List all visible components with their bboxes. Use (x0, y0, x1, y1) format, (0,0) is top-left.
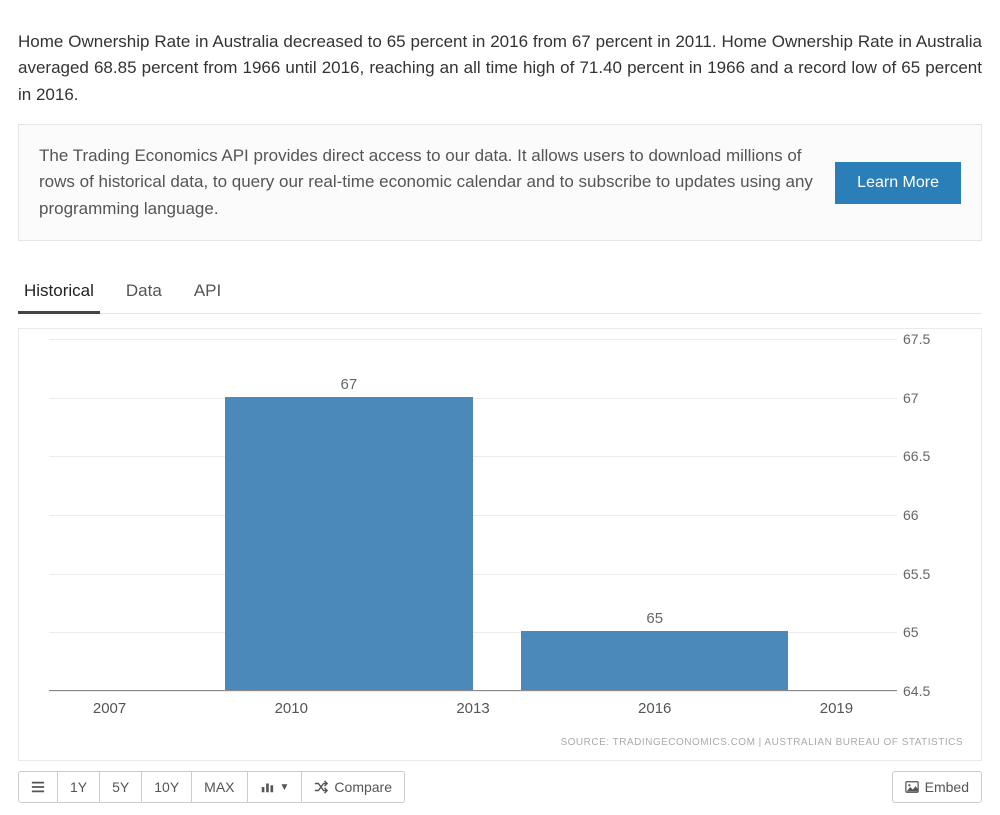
y-axis-label: 64.5 (903, 683, 963, 699)
bar-value-label: 65 (646, 610, 663, 627)
embed-button[interactable]: Embed (892, 771, 982, 803)
gridline (49, 515, 897, 516)
toolbar-row: 1Y 5Y 10Y MAX ▼ Compare Embed (18, 771, 982, 803)
caret-down-icon: ▼ (280, 782, 290, 793)
chart-type-button[interactable]: ▼ (247, 771, 303, 803)
chart-region: 64.56565.56666.56767.5200720102013201620… (29, 335, 971, 725)
chart-bar (521, 631, 788, 690)
gridline (49, 574, 897, 575)
chart-source: SOURCE: TRADINGECONOMICS.COM | AUSTRALIA… (29, 733, 971, 754)
api-promo-box: The Trading Economics API provides direc… (18, 124, 982, 241)
gridline (49, 456, 897, 457)
range-10y-button[interactable]: 10Y (141, 771, 192, 803)
gridline (49, 339, 897, 340)
y-axis-label: 65 (903, 624, 963, 640)
y-axis-label: 67 (903, 390, 963, 406)
promo-text: The Trading Economics API provides direc… (39, 143, 815, 222)
image-icon (905, 780, 919, 794)
tab-historical[interactable]: Historical (18, 273, 100, 314)
x-axis-label: 2010 (275, 700, 308, 717)
plot-area (49, 339, 897, 691)
list-icon (31, 780, 45, 794)
tab-data[interactable]: Data (120, 273, 168, 314)
range-max-button[interactable]: MAX (191, 771, 247, 803)
x-axis-label: 2013 (456, 700, 489, 717)
gridline (49, 398, 897, 399)
compare-label: Compare (334, 779, 392, 795)
chart-bar (225, 397, 473, 690)
range-1y-button[interactable]: 1Y (57, 771, 100, 803)
compare-button[interactable]: Compare (301, 771, 405, 803)
learn-more-button[interactable]: Learn More (835, 162, 961, 204)
right-button-group: Embed (892, 771, 982, 803)
range-5y-button[interactable]: 5Y (99, 771, 142, 803)
x-axis-label: 2019 (820, 700, 853, 717)
tabs-bar: Historical Data API (18, 273, 982, 314)
y-axis-label: 66.5 (903, 448, 963, 464)
left-button-group: 1Y 5Y 10Y MAX ▼ Compare (18, 771, 405, 803)
shuffle-icon (314, 780, 328, 794)
gridline (49, 691, 897, 692)
x-axis-label: 2007 (93, 700, 126, 717)
list-view-button[interactable] (18, 771, 58, 803)
y-axis-label: 67.5 (903, 331, 963, 347)
bar-chart-icon (260, 780, 274, 794)
description-text: Home Ownership Rate in Australia decreas… (18, 29, 982, 108)
bar-value-label: 67 (340, 376, 357, 393)
y-axis-label: 65.5 (903, 566, 963, 582)
chart-card: 64.5 65 65.5 66 66.5 67 67.5 2007 2010 2013 2016 20… (18, 328, 982, 761)
tab-api[interactable]: API (188, 273, 227, 314)
x-axis-label: 2016 (638, 700, 671, 717)
embed-label: Embed (925, 779, 969, 795)
y-axis-label: 66 (903, 507, 963, 523)
